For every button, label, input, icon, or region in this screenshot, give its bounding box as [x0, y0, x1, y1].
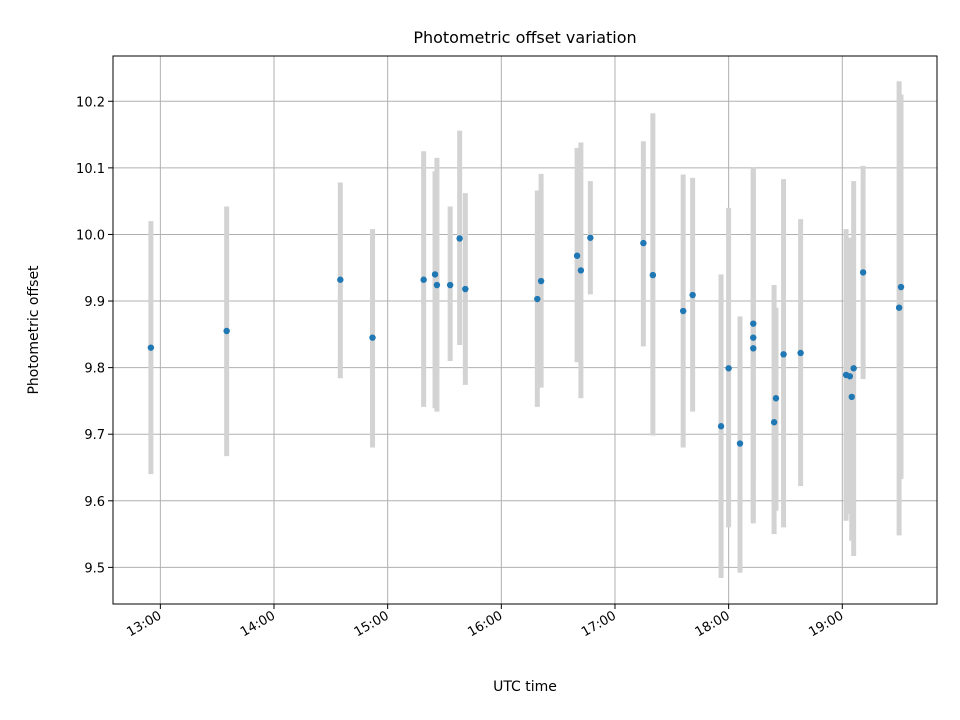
y-axis-ticks: 9.5 9.6 9.7 9.8 9.9 10.0 10.1 10.2 [76, 95, 113, 576]
data-point [577, 267, 585, 274]
y-tick-label: 9.6 [84, 495, 105, 510]
data-point [750, 334, 757, 341]
data-point [897, 283, 905, 291]
data-point [797, 349, 804, 357]
data-point [431, 271, 439, 278]
data-point [147, 344, 155, 351]
x-tick-label: 13:00 [124, 608, 164, 640]
y-tick-label: 9.5 [84, 561, 105, 576]
data-point [369, 334, 376, 341]
data-point [895, 304, 903, 311]
data-point [846, 373, 854, 380]
data-point [462, 285, 469, 293]
data-point [679, 307, 687, 315]
x-tick-label: 18:00 [693, 608, 733, 640]
data-point [456, 235, 463, 242]
data-point [750, 345, 757, 352]
data-point [534, 295, 541, 303]
data-points [147, 234, 905, 447]
y-axis-label: Photometric offset [26, 265, 42, 395]
data-point [223, 327, 230, 335]
data-point [772, 395, 780, 402]
data-point [337, 276, 344, 283]
x-axis-ticks: 13:00 14:00 15:00 16:00 17:00 18:00 19:00 [124, 604, 846, 640]
x-axis-label: UTC time [493, 679, 557, 695]
error-bars [148, 81, 904, 579]
y-tick-label: 9.9 [84, 295, 105, 310]
x-tick-label: 14:00 [238, 608, 278, 640]
grid-lines [113, 56, 937, 604]
x-tick-label: 16:00 [465, 608, 505, 640]
y-tick-label: 9.7 [84, 428, 105, 443]
data-point [750, 320, 757, 327]
y-tick-label: 10.2 [76, 95, 105, 110]
x-tick-label: 19:00 [806, 608, 846, 640]
chart-title: Photometric offset variation [413, 28, 636, 47]
data-point [537, 277, 545, 285]
y-tick-label: 9.8 [84, 362, 105, 377]
data-point [420, 276, 427, 283]
x-tick-label: 17:00 [579, 608, 619, 640]
data-point [640, 239, 647, 247]
x-tick-label: 15:00 [352, 608, 392, 640]
data-point [433, 281, 441, 289]
data-point [736, 440, 744, 447]
y-tick-label: 10.1 [76, 162, 105, 177]
data-point [573, 252, 581, 259]
data-point [649, 271, 657, 279]
data-point [850, 365, 857, 372]
data-point [859, 269, 867, 276]
data-point [587, 234, 594, 241]
data-point [770, 419, 778, 426]
data-point [848, 393, 855, 401]
y-tick-label: 10.0 [76, 228, 105, 243]
data-point [689, 291, 696, 299]
data-point [725, 365, 732, 372]
plot-frame [112, 55, 938, 605]
data-point [717, 423, 725, 430]
data-point [446, 281, 454, 289]
data-point [780, 351, 787, 358]
